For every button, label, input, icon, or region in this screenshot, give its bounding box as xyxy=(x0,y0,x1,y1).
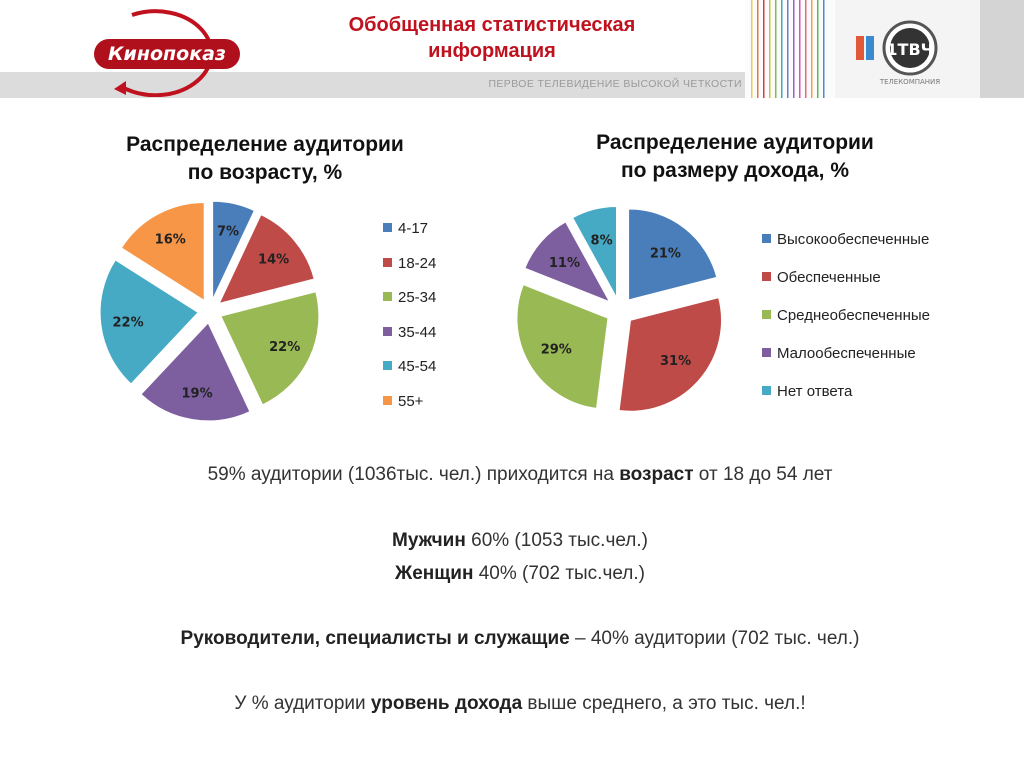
income-legend-item: Обеспеченные xyxy=(762,269,881,286)
income-slice-1 xyxy=(618,297,723,412)
income-legend-swatch xyxy=(762,310,771,319)
age-legend-label: 25-34 xyxy=(398,289,437,306)
income-slice-3 xyxy=(524,221,611,303)
header: Кинопоказ Обобщенная статистическая инфо… xyxy=(0,0,1024,100)
age-slice-label-3: 19% xyxy=(182,387,213,402)
age-slice-label-1: 14% xyxy=(258,252,289,267)
stat-income-line: У % аудитории уровень дохода выше средне… xyxy=(60,693,980,715)
age-slice-0 xyxy=(212,200,256,300)
stat-income-bold: уровень дохода xyxy=(370,693,523,714)
age-slice-3 xyxy=(140,321,251,422)
income-slice-label-3: 11% xyxy=(549,256,580,271)
income-slice-2 xyxy=(516,283,609,409)
stat-men-line: Мужчин 60% (1053 тыс.чел.) xyxy=(60,530,980,552)
income-legend-item: Среднеобеспеченные xyxy=(762,307,930,324)
age-slice-label-0: 7% xyxy=(217,224,239,239)
age-legend-swatch xyxy=(383,361,392,370)
age-legend-item: 45-54 xyxy=(383,358,436,375)
income-slice-label-0: 21% xyxy=(650,246,681,261)
income-slice-label-2: 29% xyxy=(541,343,572,358)
income-legend-item: Малообеспеченные xyxy=(762,345,916,362)
age-slice-4 xyxy=(99,259,199,385)
stat-men-bold: Мужчин xyxy=(392,530,466,551)
stat-men-post: 60% (1053 тыс.чел.) xyxy=(465,530,648,551)
income-legend-swatch xyxy=(762,348,771,357)
income-slice-label-4: 8% xyxy=(591,233,613,248)
age-chart-legend: 4-17 18-24 25-34 35-44 45-54 55+ xyxy=(383,220,503,420)
kinopokaz-logo: Кинопоказ xyxy=(94,9,240,97)
income-slice-label-1: 31% xyxy=(660,354,691,369)
income-legend-label: Высокообеспеченные xyxy=(777,231,930,248)
income-legend-swatch xyxy=(762,272,771,281)
age-legend-item: 18-24 xyxy=(383,255,436,272)
income-slice-0 xyxy=(628,208,718,301)
tagline: ПЕРВОЕ ТЕЛЕВИДЕНИЕ ВЫСОКОЙ ЧЕТКОСТИ xyxy=(488,78,742,90)
1tvch-logo-text: 1ТВЧ xyxy=(886,40,933,59)
1tvch-logo-subtext: ТЕЛЕКОМПАНИЯ xyxy=(879,78,940,86)
age-legend-swatch xyxy=(383,326,392,336)
stat-age-line: 59% аудитории (1036тыс. чел.) приходится… xyxy=(60,464,980,486)
stat-age-post: от 18 до 54 лет xyxy=(693,464,833,485)
income-legend-label: Малообеспеченные xyxy=(777,345,916,362)
stat-income-pre: У % аудитории xyxy=(234,693,371,714)
age-legend-item: 55+ xyxy=(383,393,423,410)
income-legend-swatch xyxy=(762,234,771,243)
stat-occupation-bold: Руководители, специалисты и служащие xyxy=(180,628,570,649)
income-chart-title-line2: по размеру дохода, % xyxy=(621,159,849,182)
income-legend-label: Нет ответа xyxy=(777,383,853,400)
page-title-line2: информация xyxy=(428,40,556,62)
stat-occupation-post: – 40% аудитории (702 тыс. чел.) xyxy=(569,628,860,649)
age-legend-label: 18-24 xyxy=(398,254,437,272)
stat-age-pre: 59% аудитории (1036тыс. чел.) приходится… xyxy=(207,464,620,485)
stat-occupation-line: Руководители, специалисты и служащие – 4… xyxy=(60,628,980,650)
age-legend-label: 4-17 xyxy=(398,220,429,237)
1tvch-logo: 1ТВЧ ТЕЛЕКОМПАНИЯ xyxy=(856,20,940,86)
age-legend-label: 35-44 xyxy=(398,323,437,341)
stat-women-post: 40% (702 тыс.чел.) xyxy=(473,563,645,584)
page-title-line1: Обобщенная статистическая xyxy=(348,14,636,36)
age-slice-2 xyxy=(220,291,320,406)
age-legend-swatch xyxy=(383,223,392,232)
income-legend-label: Среднеобеспеченные xyxy=(777,307,930,324)
stat-income-post: выше среднего, а это тыс. чел.! xyxy=(522,693,806,714)
age-chart-title: Распределение аудитории по возрасту, % xyxy=(60,131,470,187)
age-slice-label-5: 16% xyxy=(155,233,186,248)
age-slice-label-4: 22% xyxy=(113,315,144,330)
color-stripes-decoration xyxy=(745,0,835,98)
stat-women-line: Женщин 40% (702 тыс.чел.) xyxy=(60,563,980,585)
income-legend-swatch xyxy=(762,386,771,395)
age-slice-label-2: 22% xyxy=(269,340,300,355)
income-legend-label: Обеспеченные xyxy=(777,269,881,286)
age-legend-swatch xyxy=(383,395,392,405)
income-legend-item: Высокообеспеченные xyxy=(762,231,929,248)
income-legend-item: Нет ответа xyxy=(762,383,852,400)
age-legend-swatch xyxy=(383,257,392,267)
income-chart-legend: Высокообеспеченные Обеспеченные Среднеобес… xyxy=(762,231,992,411)
stat-age-bold: возраст xyxy=(619,464,694,485)
header-right-edge xyxy=(980,0,1024,98)
income-chart-title-line1: Распределение аудитории xyxy=(596,131,874,154)
kinopokaz-logo-text: Кинопоказ xyxy=(108,43,226,65)
age-legend-item: 25-34 xyxy=(383,289,436,306)
stat-women-bold: Женщин xyxy=(395,563,474,584)
income-chart-title: Распределение аудитории по размеру доход… xyxy=(520,129,950,185)
age-slice-5 xyxy=(120,201,205,302)
age-slice-1 xyxy=(218,214,315,305)
age-legend-item: 4-17 xyxy=(383,220,428,237)
age-legend-label: 45-54 xyxy=(398,358,437,375)
page-title: Обобщенная статистическая информация xyxy=(282,12,702,64)
income-slice-4 xyxy=(571,205,618,298)
age-chart-title-line2: по возрасту, % xyxy=(187,161,343,184)
age-legend-label: 55+ xyxy=(398,392,424,410)
age-chart-title-line1: Распределение аудитории xyxy=(126,133,404,156)
age-legend-item: 35-44 xyxy=(383,324,436,341)
age-legend-swatch xyxy=(383,292,392,301)
